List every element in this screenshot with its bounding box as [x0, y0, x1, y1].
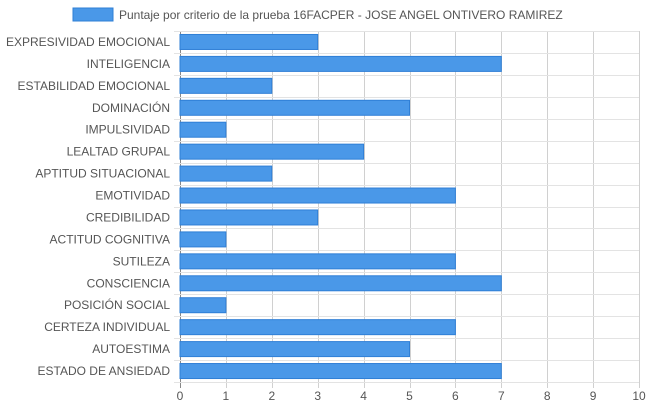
x-tick-label: 5 [406, 389, 413, 403]
bar[interactable] [179, 319, 456, 336]
legend-label: Puntaje por criterio de la prueba 16FACP… [119, 8, 563, 22]
x-tick-labels: 0 1 2 3 4 5 6 7 8 9 10 [177, 389, 646, 403]
category-label: DOMINACIÓN [92, 100, 170, 115]
bar[interactable] [179, 363, 502, 380]
category-label: IMPULSIVIDAD [85, 123, 170, 137]
legend-swatch [72, 7, 114, 22]
category-label: APTITUD SITUACIONAL [35, 167, 170, 181]
category-label: ACTITUD COGNITIVA [50, 232, 170, 246]
x-tick-label: 4 [360, 389, 367, 403]
bar[interactable] [179, 297, 227, 314]
category-label: CERTEZA INDIVIDUAL [44, 320, 170, 334]
x-tick-label: 1 [223, 389, 230, 403]
x-tick-label: 0 [177, 389, 184, 403]
category-label: EMOTIVIDAD [95, 189, 170, 203]
bar[interactable] [179, 99, 410, 116]
category-label: AUTOESTIMA [92, 342, 170, 356]
bar[interactable] [179, 121, 227, 138]
x-tick-label: 10 [632, 389, 646, 403]
x-tick-label: 7 [498, 389, 505, 403]
category-label: ESTADO DE ANSIEDAD [38, 364, 171, 378]
x-tick-label: 3 [314, 389, 321, 403]
category-label: ESTABILIDAD EMOCIONAL [18, 79, 171, 93]
bar[interactable] [179, 77, 273, 94]
bar[interactable] [179, 231, 227, 248]
x-tick-label: 2 [268, 389, 275, 403]
bar[interactable] [179, 143, 365, 160]
bar[interactable] [179, 33, 319, 50]
category-label: CONSCIENCIA [87, 276, 170, 290]
bar[interactable] [179, 275, 502, 292]
legend[interactable]: Puntaje por criterio de la prueba 16FACP… [72, 7, 563, 22]
category-label: CREDIBILIDAD [86, 210, 170, 224]
bar[interactable] [179, 187, 456, 204]
category-label: POSICIÓN SOCIAL [64, 297, 170, 312]
bar[interactable] [179, 165, 273, 182]
category-label: INTELIGENCIA [87, 57, 170, 71]
x-tick-label: 9 [590, 389, 597, 403]
bars [179, 33, 502, 380]
x-tick-label: 8 [544, 389, 551, 403]
category-label: SUTILEZA [113, 254, 170, 268]
bar[interactable] [179, 209, 319, 226]
bar[interactable] [179, 341, 410, 358]
category-labels: EXPRESIVIDAD EMOCIONAL INTELIGENCIA ESTABI… [6, 35, 170, 378]
x-tick-label: 6 [452, 389, 459, 403]
category-label: LEALTAD GRUPAL [67, 145, 171, 159]
bar[interactable] [179, 55, 502, 72]
grid-lines [174, 31, 640, 388]
category-label: EXPRESIVIDAD EMOCIONAL [6, 35, 170, 49]
bar[interactable] [179, 253, 456, 270]
